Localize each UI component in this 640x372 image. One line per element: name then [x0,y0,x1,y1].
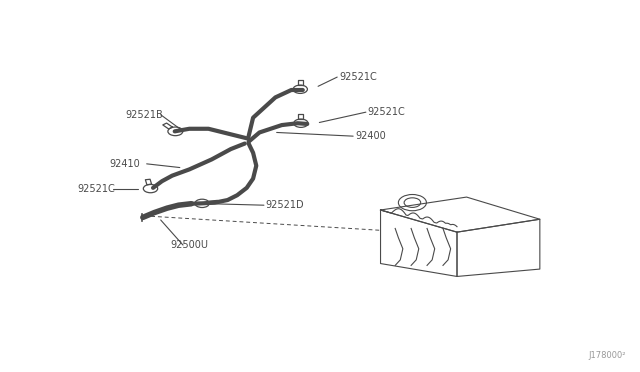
Text: 92521C: 92521C [339,72,377,82]
Text: J178000²: J178000² [588,350,626,359]
Text: 92500U: 92500U [170,240,208,250]
Text: 92521B: 92521B [125,110,163,120]
Text: 92521C: 92521C [78,184,116,194]
Text: 92521C: 92521C [368,107,406,117]
Text: 92410: 92410 [109,159,140,169]
Text: 92400: 92400 [355,131,386,141]
Text: 92521D: 92521D [266,200,305,210]
